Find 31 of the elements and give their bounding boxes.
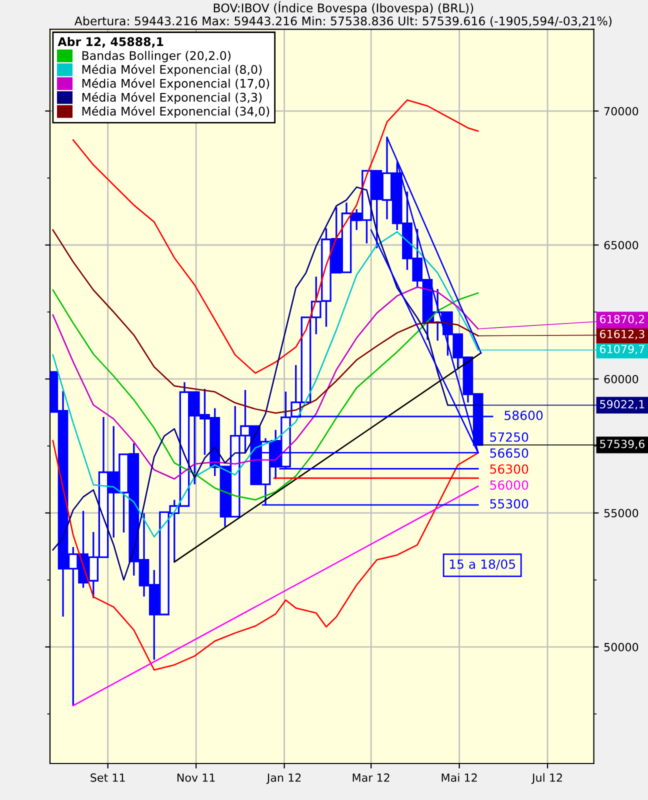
annotation: 59022,1 xyxy=(600,400,644,410)
x-tick-label: Mai 12 xyxy=(442,773,477,782)
chart-title: BOV:IBOV (Índice Bovespa (Ibovespa) (BRL)) xyxy=(214,1,474,15)
annotation: 61870,2 xyxy=(600,314,644,324)
x-tick-label: Jan 12 xyxy=(266,773,301,784)
legend-label: Média Móvel Exponencial (3,3) xyxy=(82,92,262,104)
legend-title: Abr 12, 45888,1 xyxy=(58,36,164,48)
x-tick-label: Jul 12 xyxy=(531,773,562,784)
annotation: 61612,3 xyxy=(600,330,644,340)
y-tick-label: 70000 xyxy=(604,107,638,116)
legend-label: Média Móvel Exponencial (34,0) xyxy=(82,106,270,118)
x-tick-label: Nov 11 xyxy=(177,774,215,782)
y-tick-label: 60000 xyxy=(604,374,638,384)
annotation: 58600 xyxy=(504,410,543,420)
legend-label: Média Móvel Exponencial (17,0) xyxy=(82,78,270,90)
y-tick-label: 65000 xyxy=(604,240,638,250)
legend-label: Bandas Bollinger (20,2.0) xyxy=(82,50,230,62)
y-tick-label: 50000 xyxy=(604,642,638,652)
annotation: 15 a 18/05 xyxy=(450,559,515,570)
y-tick-label: 55000 xyxy=(604,508,638,518)
x-tick-label: Set 11 xyxy=(90,773,125,782)
annotation: 56650 xyxy=(490,448,528,458)
annotation: 61079,7 xyxy=(600,344,644,354)
annotation: 57539,6 xyxy=(600,440,644,450)
x-tick-label: Mar 12 xyxy=(352,773,390,782)
annotation: 56300 xyxy=(490,464,528,474)
chart-subtitle: Abertura: 59443.216 Max: 59443.216 Min: 57538.836 Ult: 57539.616 (-1905,594/-03,21%) xyxy=(74,16,612,27)
annotation: 57250 xyxy=(490,432,528,442)
legend-label: Média Móvel Exponencial (8,0) xyxy=(82,64,262,76)
annotation: 55300 xyxy=(490,499,528,509)
annotation: 56000 xyxy=(490,480,528,490)
